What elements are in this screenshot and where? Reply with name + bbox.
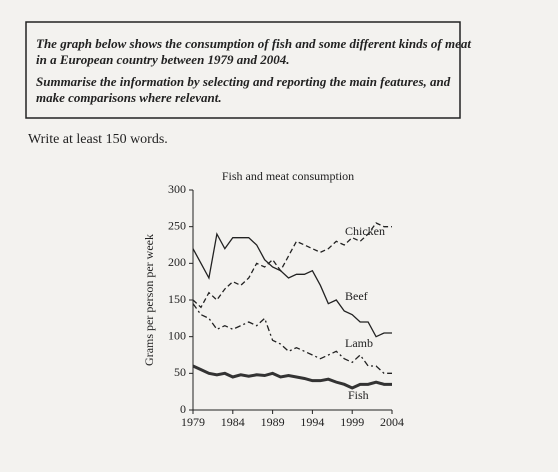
chart-title: Fish and meat consumption: [222, 169, 354, 183]
prompt-box: [25, 21, 461, 119]
instruction: Write at least 150 words.: [28, 132, 168, 147]
y-tick-label: 100: [168, 328, 186, 342]
x-tick-label: 2004: [380, 415, 404, 429]
y-axis-label: Grams per person per week: [142, 234, 156, 366]
x-tick-label: 1984: [221, 415, 245, 429]
prompt-line: Summarise the information by selecting a…: [36, 74, 451, 89]
y-tick-label: 0: [180, 402, 186, 416]
y-tick-label: 50: [174, 365, 186, 379]
prompt-line: make comparisons where relevant.: [36, 90, 222, 105]
x-tick-label: 1979: [181, 415, 205, 429]
prompt-line: in a European country between 1979 and 2…: [36, 52, 290, 67]
x-tick-label: 1994: [300, 415, 324, 429]
series-label: Chicken: [345, 224, 385, 238]
series-label: Lamb: [345, 336, 373, 350]
x-tick-label: 1989: [261, 415, 285, 429]
y-tick-label: 200: [168, 255, 186, 269]
series-line: [192, 303, 392, 374]
series-line: [192, 232, 392, 338]
prompt-line: The graph below shows the consumption of…: [36, 36, 471, 51]
series-label: Beef: [345, 289, 368, 303]
y-tick-label: 150: [168, 292, 186, 306]
y-tick-label: 300: [168, 182, 186, 196]
x-tick-label: 1999: [340, 415, 364, 429]
series-line: [192, 364, 392, 390]
series-label: Fish: [348, 388, 369, 402]
y-tick-label: 250: [168, 218, 186, 232]
